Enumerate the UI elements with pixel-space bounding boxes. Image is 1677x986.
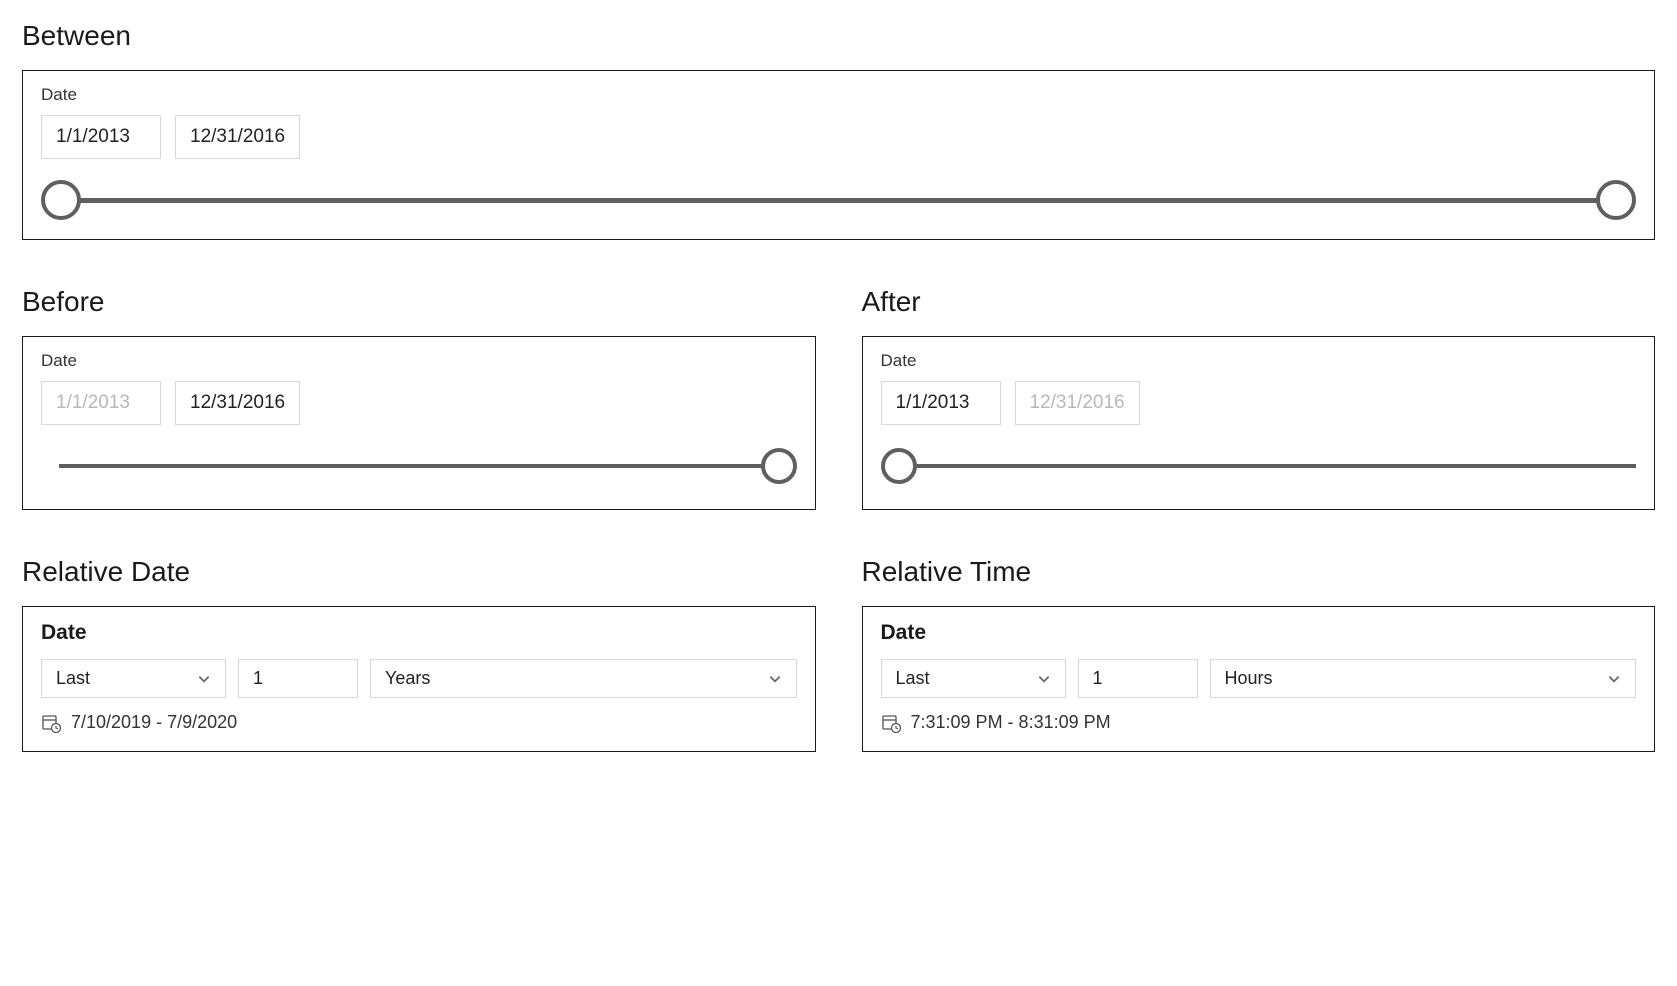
- after-card: Date 1/1/2013 12/31/2016: [862, 336, 1656, 510]
- end-date-input: 12/31/2016: [1015, 381, 1140, 425]
- section-relative-date: Relative Date Date Last 1 Years: [22, 556, 816, 752]
- mode-select[interactable]: Last: [881, 659, 1066, 698]
- date-inputs: 1/1/2013 12/31/2016: [41, 115, 1636, 159]
- section-title: Before: [22, 286, 816, 318]
- value-input[interactable]: 1: [1078, 659, 1198, 698]
- value-input-text: 1: [1093, 668, 1103, 689]
- section-title: Between: [22, 20, 1655, 52]
- value-input-text: 1: [253, 668, 263, 689]
- start-date-input: 1/1/2013: [41, 381, 161, 425]
- relative-date-card: Date Last 1 Years: [22, 606, 816, 752]
- slider-handle-start[interactable]: [881, 448, 917, 484]
- unit-select-value: Years: [385, 668, 430, 689]
- before-card: Date 1/1/2013 12/31/2016: [22, 336, 816, 510]
- slider-track: [79, 198, 1598, 203]
- start-date-input[interactable]: 1/1/2013: [41, 115, 161, 159]
- section-title: Relative Time: [862, 556, 1656, 588]
- calendar-clock-icon: [881, 713, 901, 733]
- section-after: After Date 1/1/2013 12/31/2016: [862, 286, 1656, 510]
- range-slider[interactable]: [41, 179, 1636, 221]
- range-slider[interactable]: [41, 445, 797, 487]
- slider-handle-end[interactable]: [1596, 180, 1636, 220]
- section-before: Before Date 1/1/2013 12/31/2016: [22, 286, 816, 510]
- controls-row: Last 1 Hours: [881, 659, 1637, 698]
- section-relative-time: Relative Time Date Last 1 Hours: [862, 556, 1656, 752]
- section-title: Relative Date: [22, 556, 816, 588]
- slider-track: [59, 464, 763, 468]
- end-date-input[interactable]: 12/31/2016: [175, 115, 300, 159]
- field-label: Date: [41, 351, 797, 371]
- field-label: Date: [881, 351, 1637, 371]
- calendar-clock-icon: [41, 713, 61, 733]
- chevron-down-icon: [197, 672, 211, 686]
- mode-select-value: Last: [896, 668, 930, 689]
- date-inputs: 1/1/2013 12/31/2016: [881, 381, 1637, 425]
- field-label: Date: [41, 621, 797, 645]
- range-slider[interactable]: [881, 445, 1637, 487]
- field-label: Date: [41, 85, 1636, 105]
- chevron-down-icon: [1607, 672, 1621, 686]
- summary-text: 7:31:09 PM - 8:31:09 PM: [911, 712, 1111, 733]
- between-card: Date 1/1/2013 12/31/2016: [22, 70, 1655, 240]
- slider-handle-start[interactable]: [41, 180, 81, 220]
- relative-time-card: Date Last 1 Hours: [862, 606, 1656, 752]
- section-between: Between Date 1/1/2013 12/31/2016: [22, 20, 1655, 240]
- section-title: After: [862, 286, 1656, 318]
- mode-select-value: Last: [56, 668, 90, 689]
- chevron-down-icon: [1037, 672, 1051, 686]
- unit-select[interactable]: Years: [370, 659, 797, 698]
- summary-text: 7/10/2019 - 7/9/2020: [71, 712, 237, 733]
- end-date-input[interactable]: 12/31/2016: [175, 381, 300, 425]
- summary-row: 7/10/2019 - 7/9/2020: [41, 712, 797, 733]
- summary-row: 7:31:09 PM - 8:31:09 PM: [881, 712, 1637, 733]
- slider-track: [915, 464, 1637, 468]
- controls-row: Last 1 Years: [41, 659, 797, 698]
- start-date-input[interactable]: 1/1/2013: [881, 381, 1001, 425]
- chevron-down-icon: [768, 672, 782, 686]
- field-label: Date: [881, 621, 1637, 645]
- value-input[interactable]: 1: [238, 659, 358, 698]
- date-inputs: 1/1/2013 12/31/2016: [41, 381, 797, 425]
- slider-handle-end[interactable]: [761, 448, 797, 484]
- mode-select[interactable]: Last: [41, 659, 226, 698]
- unit-select[interactable]: Hours: [1210, 659, 1637, 698]
- unit-select-value: Hours: [1225, 668, 1273, 689]
